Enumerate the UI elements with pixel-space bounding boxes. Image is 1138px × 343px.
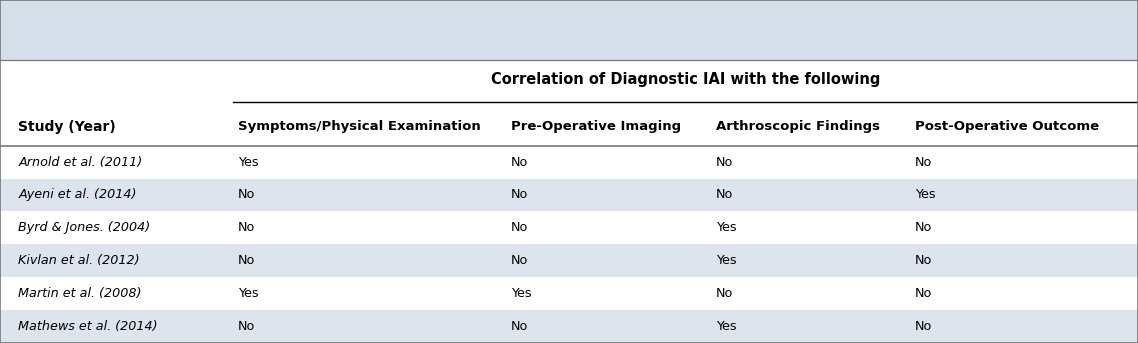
Text: Yes: Yes xyxy=(915,188,935,201)
Text: No: No xyxy=(238,254,255,267)
Text: Pre-Operative Imaging: Pre-Operative Imaging xyxy=(511,120,681,133)
Text: No: No xyxy=(716,156,733,168)
Text: Study (Year): Study (Year) xyxy=(18,120,116,134)
Text: No: No xyxy=(915,320,932,333)
Bar xyxy=(0,244,1138,277)
Text: No: No xyxy=(915,156,932,168)
Bar xyxy=(0,178,1138,211)
Bar xyxy=(0,146,1138,178)
Text: No: No xyxy=(511,221,528,234)
Text: Yes: Yes xyxy=(716,320,736,333)
Text: Yes: Yes xyxy=(716,254,736,267)
Text: Arthroscopic Findings: Arthroscopic Findings xyxy=(716,120,880,133)
Text: Yes: Yes xyxy=(716,221,736,234)
Text: No: No xyxy=(511,156,528,168)
Text: No: No xyxy=(238,188,255,201)
Text: Yes: Yes xyxy=(238,287,258,300)
Text: No: No xyxy=(511,188,528,201)
Bar xyxy=(0,211,1138,244)
Text: No: No xyxy=(511,254,528,267)
Bar xyxy=(0,0,1138,60)
Text: Yes: Yes xyxy=(511,287,531,300)
Text: No: No xyxy=(238,221,255,234)
Text: No: No xyxy=(716,188,733,201)
Bar xyxy=(0,277,1138,310)
Text: Yes: Yes xyxy=(238,156,258,168)
Text: Kivlan et al. (2012): Kivlan et al. (2012) xyxy=(18,254,140,267)
Text: Mathews et al. (2014): Mathews et al. (2014) xyxy=(18,320,158,333)
Text: Byrd & Jones. (2004): Byrd & Jones. (2004) xyxy=(18,221,150,234)
Text: Ayeni et al. (2014): Ayeni et al. (2014) xyxy=(18,188,137,201)
Text: No: No xyxy=(716,287,733,300)
Text: Martin et al. (2008): Martin et al. (2008) xyxy=(18,287,142,300)
Text: Symptoms/Physical Examination: Symptoms/Physical Examination xyxy=(238,120,480,133)
Text: Arnold et al. (2011): Arnold et al. (2011) xyxy=(18,156,142,168)
Text: Correlation of Diagnostic IAI with the following: Correlation of Diagnostic IAI with the f… xyxy=(490,72,881,87)
Text: No: No xyxy=(915,254,932,267)
Text: No: No xyxy=(915,287,932,300)
Text: No: No xyxy=(238,320,255,333)
Text: No: No xyxy=(511,320,528,333)
Text: Post-Operative Outcome: Post-Operative Outcome xyxy=(915,120,1099,133)
Bar xyxy=(0,310,1138,343)
Bar xyxy=(0,60,1138,106)
Bar xyxy=(0,106,1138,146)
Text: No: No xyxy=(915,221,932,234)
